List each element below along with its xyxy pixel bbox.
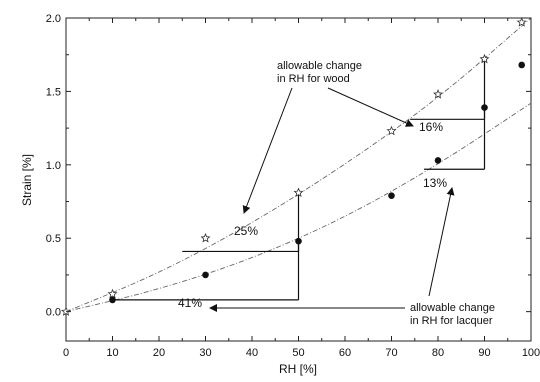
star-point xyxy=(433,89,443,99)
pct-label-25: 25% xyxy=(234,224,258,238)
lacquer-label-line1: allowable change xyxy=(410,302,495,314)
star-point xyxy=(479,53,490,64)
y-axis-title: Strain [%] xyxy=(20,154,34,206)
circle-point xyxy=(295,237,302,245)
y-tick-label: 0.0 xyxy=(46,307,61,319)
x-axis-ticks: 0 10 20 30 40 50 60 70 80 90 100 xyxy=(63,18,540,359)
x-tick-label: 60 xyxy=(339,347,351,359)
x-tick-label: 80 xyxy=(432,347,444,359)
lacquer-label-line2: in RH for lacquer xyxy=(410,315,493,327)
pct-label-16: 16% xyxy=(419,120,443,134)
star-point xyxy=(386,125,397,136)
x-tick-label: 90 xyxy=(478,347,490,359)
x-tick-label: 40 xyxy=(246,347,258,359)
x-tick-label: 100 xyxy=(522,347,540,359)
y-tick-label: 1.5 xyxy=(46,86,61,98)
y-tick-label: 1.0 xyxy=(46,160,61,172)
pct-label-41: 41% xyxy=(178,296,202,310)
x-tick-label: 70 xyxy=(385,347,397,359)
circle-point xyxy=(434,157,442,164)
pct-label-13: 13% xyxy=(423,176,447,190)
x-tick-label: 10 xyxy=(106,347,118,359)
wood-label-line1: allowable change xyxy=(277,60,362,72)
annotation-arrows xyxy=(209,87,455,312)
star-point xyxy=(107,288,118,299)
star-point xyxy=(293,187,304,197)
x-tick-label: 30 xyxy=(199,347,211,359)
y-tick-label: 2.0 xyxy=(46,13,61,25)
circle-point xyxy=(481,104,488,111)
circle-point xyxy=(109,296,116,304)
lacquer-annotation: allowable change in RH for lacquer xyxy=(410,302,495,327)
circle-point xyxy=(202,271,209,279)
circle-point xyxy=(518,61,525,69)
circle-point xyxy=(388,192,395,199)
x-tick-label: 50 xyxy=(292,347,304,359)
arrow-wood-to-25 xyxy=(242,87,293,214)
x-axis-title: RH [%] xyxy=(279,362,317,376)
star-point xyxy=(200,232,211,243)
y-axis-ticks: 0.0 0.5 1.0 1.5 2.0 xyxy=(46,13,531,319)
wood-annotation: allowable change in RH for wood xyxy=(277,60,362,85)
data-markers xyxy=(61,17,527,316)
arrow-wood-to-16 xyxy=(327,87,414,127)
star-point xyxy=(516,17,527,27)
arrow-lacquer-to-13 xyxy=(428,187,455,297)
x-tick-label: 20 xyxy=(153,347,165,359)
wood-label-line2: in RH for wood xyxy=(277,73,350,85)
x-tick-label: 0 xyxy=(63,347,69,359)
y-tick-label: 0.5 xyxy=(46,233,61,245)
